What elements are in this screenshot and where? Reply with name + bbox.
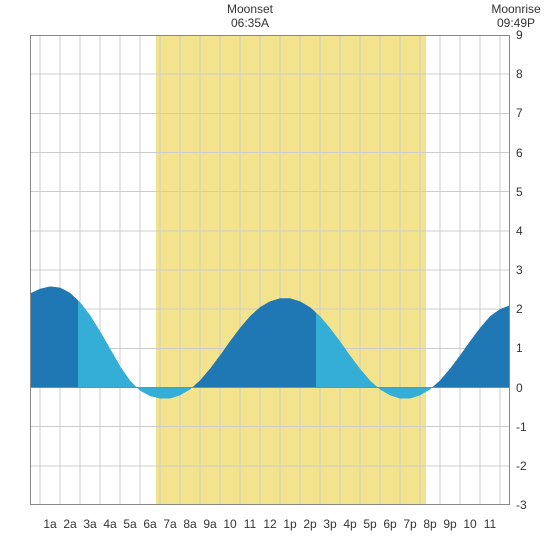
x-tick-label: 11	[244, 517, 256, 531]
tide-chart: -3-2-101234567891a2a3a4a5a6a7a8a9a101112…	[0, 0, 550, 550]
moonrise-title: Moonrise	[491, 2, 540, 16]
x-tick-label: 12	[263, 517, 276, 531]
x-tick-label: 3a	[83, 517, 96, 531]
moonset-title: Moonset	[227, 2, 273, 16]
x-tick-label: 10	[223, 517, 236, 531]
y-tick-label: 1	[516, 341, 523, 355]
x-tick-label: 11	[484, 517, 496, 531]
x-tick-label: 2p	[303, 517, 316, 531]
y-tick-label: 6	[516, 146, 523, 160]
x-tick-label: 4p	[343, 517, 356, 531]
x-tick-label: 9p	[443, 517, 456, 531]
y-tick-label: 8	[516, 67, 523, 81]
x-tick-label: 9a	[203, 517, 216, 531]
x-tick-label: 5a	[123, 517, 136, 531]
x-tick-label: 7p	[403, 517, 416, 531]
x-tick-label: 8p	[423, 517, 436, 531]
y-tick-label: 0	[516, 381, 523, 395]
x-tick-label: 7a	[163, 517, 176, 531]
x-tick-label: 1p	[283, 517, 296, 531]
y-tick-label: 4	[516, 224, 523, 238]
y-tick-label: -3	[516, 498, 527, 512]
x-tick-label: 8a	[183, 517, 196, 531]
moonset-time: 06:35A	[231, 16, 269, 30]
plot-area	[30, 35, 510, 505]
y-tick-label: 7	[516, 106, 523, 120]
x-tick-label: 2a	[63, 517, 76, 531]
x-tick-label: 3p	[323, 517, 336, 531]
y-tick-label: 2	[516, 302, 523, 316]
x-tick-label: 4a	[103, 517, 116, 531]
y-tick-label: 3	[516, 263, 523, 277]
x-tick-label: 6p	[383, 517, 396, 531]
y-tick-label: -1	[516, 420, 527, 434]
moonrise-time: 09:49P	[497, 16, 535, 30]
x-tick-label: 1a	[43, 517, 56, 531]
x-tick-label: 6a	[143, 517, 156, 531]
x-tick-label: 10	[463, 517, 476, 531]
y-tick-label: 9	[516, 28, 523, 42]
y-tick-label: 5	[516, 185, 523, 199]
x-tick-label: 5p	[363, 517, 376, 531]
y-tick-label: -2	[516, 459, 527, 473]
